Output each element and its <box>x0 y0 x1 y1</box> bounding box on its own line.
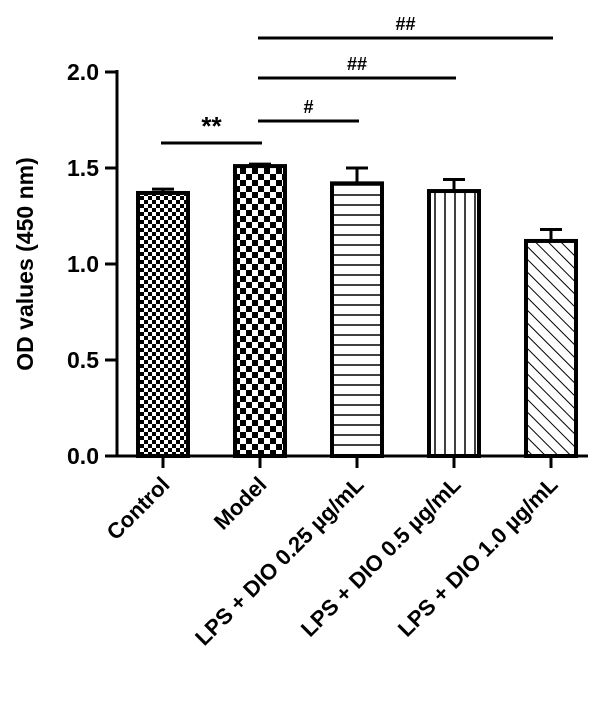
bar-2 <box>330 181 384 459</box>
x-tick-label: LPS + DIO 0.25 µg/mL <box>190 472 368 650</box>
y-tick-label: 0.5 <box>67 347 99 373</box>
x-tick-label: LPS + DIO 0.5 µg/mL <box>296 472 466 642</box>
bar-4 <box>524 238 578 458</box>
x-tick-label: Control <box>102 472 175 545</box>
y-tick-label: 1.0 <box>67 251 99 277</box>
y-tick-label: 0.0 <box>67 443 99 469</box>
y-tick-label: 2.0 <box>67 59 99 85</box>
y-tick-label: 1.5 <box>67 155 99 181</box>
significance-label: # <box>303 97 313 117</box>
bar-3 <box>427 189 481 458</box>
significance-label: ** <box>201 111 222 141</box>
significance-label: ## <box>395 14 415 34</box>
bar-0 <box>136 190 190 459</box>
x-tick-label: Model <box>209 472 272 535</box>
significance-label: ## <box>347 54 367 74</box>
bars-group <box>136 162 578 459</box>
y-axis: 0.0 0.5 1.0 1.5 2.0 <box>67 59 119 469</box>
bar-1 <box>233 164 287 459</box>
significance-annotations: **##### <box>161 14 553 145</box>
x-tick-label: LPS + DIO 1.0 µg/mL <box>393 472 563 642</box>
y-axis-label: OD values (450 nm) <box>12 157 38 370</box>
